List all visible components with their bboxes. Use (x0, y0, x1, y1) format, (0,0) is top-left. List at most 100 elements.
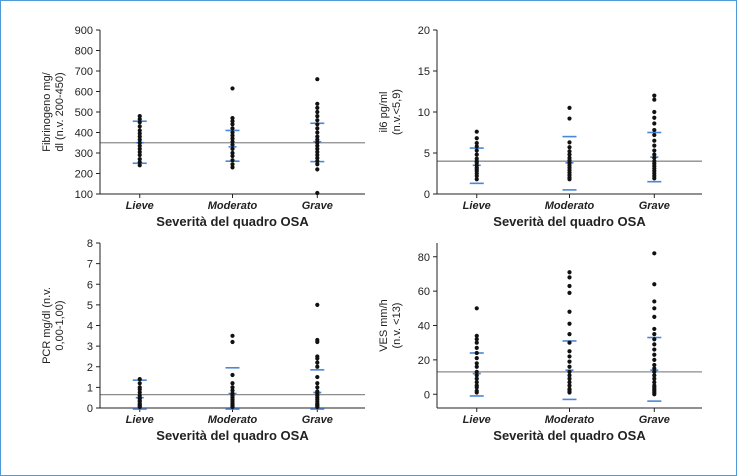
data-point (652, 127, 657, 133)
data-point (315, 143, 320, 148)
data-point (474, 306, 479, 311)
data-point (315, 122, 320, 127)
y-tick-label: 40 (418, 321, 430, 333)
x-tick-label: Moderato (545, 414, 595, 426)
data-point (474, 177, 479, 182)
data-point (474, 129, 479, 134)
data-point (474, 136, 479, 141)
data-point (137, 146, 142, 151)
data-point (567, 359, 572, 364)
data-point (137, 157, 142, 162)
data-point (315, 337, 320, 343)
data-point (315, 109, 320, 115)
data-point (567, 105, 572, 110)
data-point (315, 389, 320, 394)
data-point (567, 331, 572, 337)
data-point (315, 137, 320, 142)
data-point (652, 143, 657, 148)
data-point (652, 326, 657, 332)
data-point (315, 167, 320, 172)
data-point (315, 360, 320, 365)
data-point (567, 380, 572, 385)
y-tick-label: 5 (424, 148, 430, 160)
data-point (315, 101, 320, 106)
y-axis-label: dl (n.v. 200-450) (54, 72, 66, 151)
data-point (474, 337, 479, 342)
data-point (474, 369, 479, 375)
y-axis-label: 0,00-1,00) (54, 300, 66, 350)
data-point (652, 342, 657, 347)
data-point (137, 149, 142, 155)
data-point (652, 383, 657, 388)
data-point (137, 124, 142, 129)
data-point (652, 369, 657, 375)
data-point (567, 349, 572, 354)
data-point (230, 116, 235, 121)
data-point (230, 153, 235, 159)
data-point (137, 131, 142, 136)
data-point (567, 270, 572, 275)
data-point (652, 362, 657, 368)
data-point (230, 86, 235, 91)
data-point (230, 136, 235, 141)
data-point (652, 347, 657, 352)
data-point (137, 114, 142, 119)
data-point (230, 133, 235, 138)
y-tick-label: 900 (75, 25, 93, 37)
data-point (315, 302, 320, 307)
data-point (137, 117, 142, 122)
data-point (652, 282, 657, 287)
data-point (652, 357, 657, 362)
data-point (230, 142, 235, 147)
data-point (137, 393, 142, 398)
data-point (567, 309, 572, 314)
y-axis-label: (n.v.<5,9) (391, 89, 403, 135)
y-tick-label: 20 (418, 25, 430, 37)
chart-panel-3: 0 1 2 3 4 5 6 7 8 Lieve Moderato Grave Severità del … (41, 238, 365, 443)
y-tick-label: 0 (424, 389, 430, 401)
y-tick-label: 500 (75, 107, 93, 119)
data-point (567, 290, 572, 295)
data-point (315, 190, 320, 196)
data-point (652, 97, 657, 102)
x-tick-label: Grave (639, 200, 670, 212)
data-point (474, 141, 479, 146)
data-point (230, 122, 235, 127)
data-point (474, 361, 479, 366)
y-axis-label: Fibrinogeno mg/ (41, 71, 53, 151)
data-point (230, 165, 235, 170)
y-tick-label: 800 (75, 46, 93, 58)
data-point (137, 137, 142, 142)
data-point (567, 354, 572, 359)
data-point (230, 388, 235, 393)
data-point (567, 369, 572, 375)
data-point (137, 163, 142, 168)
y-tick-label: 60 (418, 286, 430, 298)
data-point (567, 116, 572, 121)
y-axis-label: il6 pg/ml (378, 92, 390, 133)
data-point (652, 93, 657, 98)
data-point (567, 364, 572, 369)
data-point (652, 138, 657, 143)
data-point (652, 132, 657, 138)
data-point (315, 134, 320, 139)
data-point (230, 381, 235, 386)
data-point (567, 283, 572, 289)
data-point (474, 340, 479, 345)
data-point (652, 121, 657, 126)
x-axis-label: Severità del quadro OSA (493, 214, 646, 229)
data-point (137, 390, 142, 395)
data-point (652, 380, 657, 385)
data-point (315, 114, 320, 119)
y-tick-label: 7 (87, 259, 93, 271)
data-point (230, 158, 235, 163)
data-point (230, 391, 235, 396)
data-point (315, 162, 320, 167)
data-point (567, 140, 572, 145)
y-tick-label: 400 (75, 128, 93, 140)
x-axis-label: Severità del quadro OSA (156, 428, 309, 443)
data-point (567, 373, 572, 378)
data-point (315, 156, 320, 161)
data-point (474, 350, 479, 356)
